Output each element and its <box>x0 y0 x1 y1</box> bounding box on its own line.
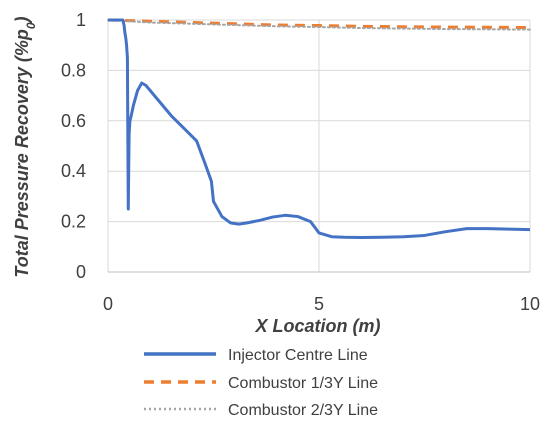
y-tick-label: 0 <box>76 262 86 282</box>
tick-labels: 00.20.40.60.810 5 10 <box>61 10 540 314</box>
y-axis-title-close: ) <box>12 16 32 24</box>
legend-label-2: Combustor 1/3Y Line <box>228 375 378 392</box>
series-layer <box>107 18 531 239</box>
legend-label-3: Combustor 2/3Y Line <box>228 402 378 419</box>
y-tick-label: 0.8 <box>61 60 86 80</box>
series-line-3 <box>107 19 531 31</box>
y-tick-label: 0.6 <box>61 111 86 131</box>
y-tick-label: 0.4 <box>61 161 86 181</box>
x-tick-label: 0 <box>103 294 113 314</box>
y-axis-title: Total Pressure Recovery (%p0) <box>12 16 38 277</box>
y-axis-title-subscript: 0 <box>24 22 38 29</box>
y-axis-title-subscript-symbol: p <box>12 29 32 41</box>
y-tick-label: 1 <box>76 10 86 30</box>
y-axis-title-main: Total Pressure Recovery (% <box>12 40 32 277</box>
legend-label-1: Injector Centre Line <box>228 347 368 364</box>
x-tick-label: 10 <box>520 294 540 314</box>
x-tick-label: 5 <box>314 294 324 314</box>
series-line-1 <box>108 18 531 239</box>
y-tick-label: 0.2 <box>61 212 86 232</box>
x-axis-title: X Location (m) <box>255 316 381 336</box>
series-line-2 <box>107 18 531 30</box>
legend: Injector Centre Line Combustor 1/3Y Line C… <box>144 347 378 419</box>
